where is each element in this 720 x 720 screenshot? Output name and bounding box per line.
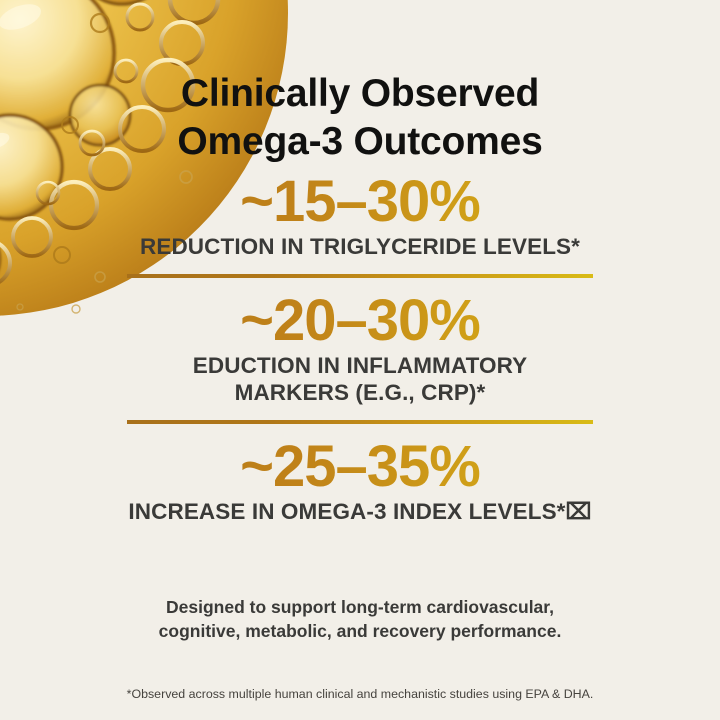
stat-block-omega3-index: ~25–35% INCREASE IN OMEGA-3 INDEX LEVELS… xyxy=(110,436,610,525)
stat-label: INCREASE IN OMEGA-3 INDEX LEVELS*⌧ xyxy=(128,498,592,524)
divider xyxy=(127,419,593,424)
stat-label: REDUCTION IN TRIGLYCERIDE LEVELS* xyxy=(139,234,581,260)
divider xyxy=(127,274,593,279)
stat-value: ~20–30% xyxy=(110,291,610,350)
stat-block-triglycerides: ~15–30% REDUCTION IN TRIGLYCERIDE LEVELS… xyxy=(110,172,610,260)
footnote: *Observed across multiple human clinical… xyxy=(126,687,594,702)
tagline: Designed to support long-term cardiovasc… xyxy=(158,596,562,642)
stat-block-inflammatory-markers: ~20–30% EDUCTION IN INFLAMMATORY MARKERS… xyxy=(110,291,610,405)
page-title: Clinically Observed Omega-3 Outcomes xyxy=(177,72,543,163)
stat-value: ~25–35% xyxy=(110,436,610,495)
stat-value: ~15–30% xyxy=(110,172,610,231)
stats-list: ~15–30% REDUCTION IN TRIGLYCERIDE LEVELS… xyxy=(110,172,610,525)
stat-label: EDUCTION IN INFLAMMATORY MARKERS (E.G., … xyxy=(192,353,528,405)
